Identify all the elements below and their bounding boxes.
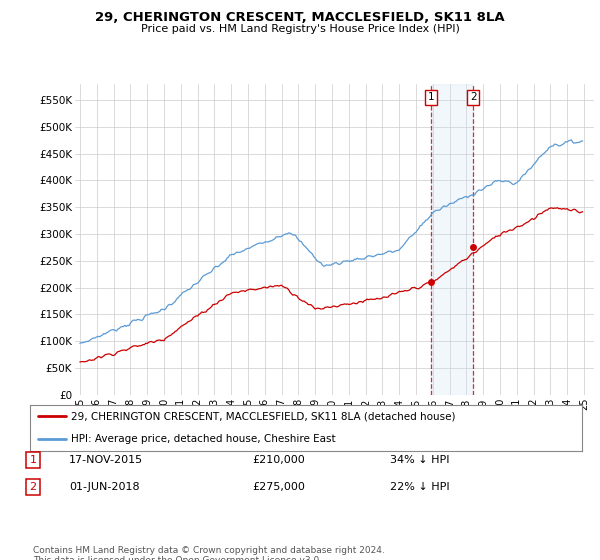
Text: 2: 2 bbox=[470, 92, 477, 102]
Text: 22% ↓ HPI: 22% ↓ HPI bbox=[390, 482, 449, 492]
Text: £275,000: £275,000 bbox=[252, 482, 305, 492]
Text: 01-JUN-2018: 01-JUN-2018 bbox=[69, 482, 140, 492]
Text: 2: 2 bbox=[29, 482, 37, 492]
Text: 1: 1 bbox=[427, 92, 434, 102]
Text: 29, CHERINGTON CRESCENT, MACCLESFIELD, SK11 8LA: 29, CHERINGTON CRESCENT, MACCLESFIELD, S… bbox=[95, 11, 505, 24]
Text: Price paid vs. HM Land Registry's House Price Index (HPI): Price paid vs. HM Land Registry's House … bbox=[140, 24, 460, 34]
Text: 17-NOV-2015: 17-NOV-2015 bbox=[69, 455, 143, 465]
Text: HPI: Average price, detached house, Cheshire East: HPI: Average price, detached house, Ches… bbox=[71, 435, 336, 444]
Text: £210,000: £210,000 bbox=[252, 455, 305, 465]
Text: 1: 1 bbox=[29, 455, 37, 465]
Bar bbox=[431, 84, 473, 395]
Text: 29, CHERINGTON CRESCENT, MACCLESFIELD, SK11 8LA (detached house): 29, CHERINGTON CRESCENT, MACCLESFIELD, S… bbox=[71, 412, 456, 421]
Text: Contains HM Land Registry data © Crown copyright and database right 2024.
This d: Contains HM Land Registry data © Crown c… bbox=[33, 546, 385, 560]
Text: 34% ↓ HPI: 34% ↓ HPI bbox=[390, 455, 449, 465]
